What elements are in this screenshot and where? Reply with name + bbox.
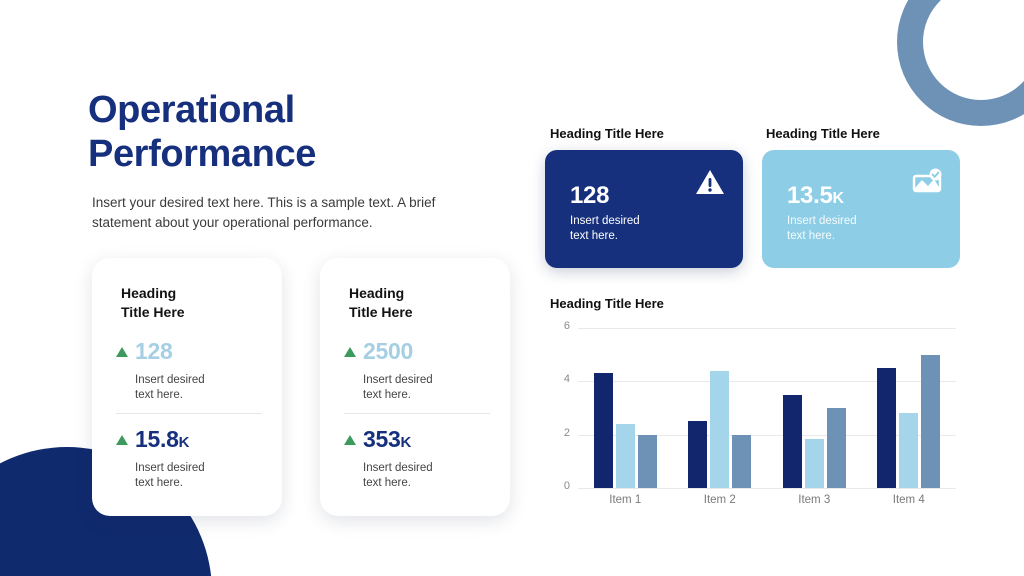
trend-up-icon — [116, 347, 128, 357]
chart-gridline — [578, 381, 956, 383]
page-title-line-2: Performance — [88, 133, 316, 175]
stat-card-1-block-2: 15.8K Insert desired text here. — [116, 426, 266, 491]
stat-card-2-heading-line-2: Title Here — [349, 304, 413, 320]
kpi-card-2-heading: Heading Title Here — [766, 126, 880, 141]
chart-bar[interactable] — [593, 373, 613, 488]
kpi-card-1[interactable]: 128 Insert desired text here. — [545, 150, 743, 268]
chart-bar-group — [673, 328, 768, 488]
chart-bar[interactable] — [899, 413, 919, 488]
chart-x-tick-label: Item 2 — [703, 494, 736, 506]
warning-triangle-icon — [695, 168, 725, 196]
kpi-card-2-value: 13.5K — [787, 182, 844, 209]
chart-y-tick-label: 0 — [563, 480, 570, 492]
chart-gridline — [578, 434, 956, 436]
stat-card-2-heading: Heading Title Here — [349, 284, 413, 322]
chart-x-tick-label: Item 3 — [798, 494, 831, 506]
page-title: Operational Performance — [88, 88, 316, 176]
kpi-card-2[interactable]: 13.5K Insert desired text here. — [762, 150, 960, 268]
chart-x-tick-label: Item 4 — [892, 494, 925, 506]
stat-card-1-divider — [116, 413, 262, 414]
stat-card-1-heading-line-2: Title Here — [121, 304, 185, 320]
stat-card-1[interactable]: Heading Title Here 128 Insert desired te… — [92, 258, 282, 516]
stat-card-2-block-2: 353K Insert desired text here. — [344, 426, 494, 491]
chart-bar-group — [767, 328, 862, 488]
trend-up-icon — [116, 435, 128, 445]
chart-y-tick-label: 4 — [563, 373, 570, 386]
stat-card-2-sub-1: Insert desired text here. — [363, 374, 433, 401]
stat-card-1-sub-1: Insert desired text here. — [135, 374, 205, 401]
chart-x-tick-label: Item 1 — [609, 494, 642, 506]
chart-y-tick-label: 6 — [563, 320, 570, 332]
chart-bar[interactable] — [877, 368, 897, 488]
chart-bar-groups — [578, 328, 956, 488]
stat-card-1-heading-line-1: Heading — [121, 285, 177, 301]
chart-bar-group — [862, 328, 957, 488]
image-check-icon — [912, 168, 942, 196]
chart-plot-area: 0 2 4 6 — [564, 320, 956, 492]
stat-card-2-heading-line-1: Heading — [349, 285, 405, 301]
stat-card-1-sub-2: Insert desired text here. — [135, 462, 205, 489]
kpi-card-1-sub: Insert desired text here. — [570, 215, 640, 242]
chart-x-axis: Item 1 Item 2 Item 3 Item 4 — [578, 494, 956, 506]
chart-bar[interactable] — [688, 421, 708, 488]
page-title-line-1: Operational — [88, 89, 295, 131]
decorative-ring-shape — [862, 0, 1024, 161]
stat-card-2-value-1: 2500 — [363, 338, 413, 364]
kpi-card-1-heading: Heading Title Here — [550, 126, 664, 141]
stat-card-1-block-1: 128 Insert desired text here. — [116, 338, 266, 403]
stat-card-1-value-2: 15.8K — [135, 426, 190, 452]
chart-bar[interactable] — [804, 438, 824, 488]
chart-bar[interactable] — [921, 354, 941, 488]
chart-title: Heading Title Here — [550, 296, 664, 311]
chart-y-tick-label: 2 — [563, 426, 570, 439]
bar-chart: 0 2 4 6 Item 1 Item 2 Item 3 Item 4 — [548, 320, 956, 524]
stat-card-2-value-2: 353K — [363, 426, 412, 452]
chart-bar-group — [578, 328, 673, 488]
trend-up-icon — [344, 347, 356, 357]
chart-gridline — [578, 328, 956, 329]
kpi-card-2-sub: Insert desired text here. — [787, 215, 857, 242]
chart-bar[interactable] — [732, 434, 752, 488]
chart-bar[interactable] — [826, 408, 846, 488]
trend-up-icon — [344, 435, 356, 445]
stat-card-1-heading: Heading Title Here — [121, 284, 185, 322]
chart-bar[interactable] — [782, 394, 802, 488]
stat-card-2-divider — [344, 413, 490, 414]
chart-bar[interactable] — [710, 370, 730, 488]
chart-gridline — [578, 488, 956, 489]
stat-card-2[interactable]: Heading Title Here 2500 Insert desired t… — [320, 258, 510, 516]
stat-card-1-value-1: 128 — [135, 338, 173, 364]
kpi-card-1-value: 128 — [570, 182, 610, 209]
stat-card-2-sub-2: Insert desired text here. — [363, 462, 433, 489]
chart-bar[interactable] — [637, 434, 657, 488]
page-subtitle: Insert your desired text here. This is a… — [92, 195, 436, 230]
chart-bar[interactable] — [615, 424, 635, 488]
stat-card-2-block-1: 2500 Insert desired text here. — [344, 338, 494, 403]
